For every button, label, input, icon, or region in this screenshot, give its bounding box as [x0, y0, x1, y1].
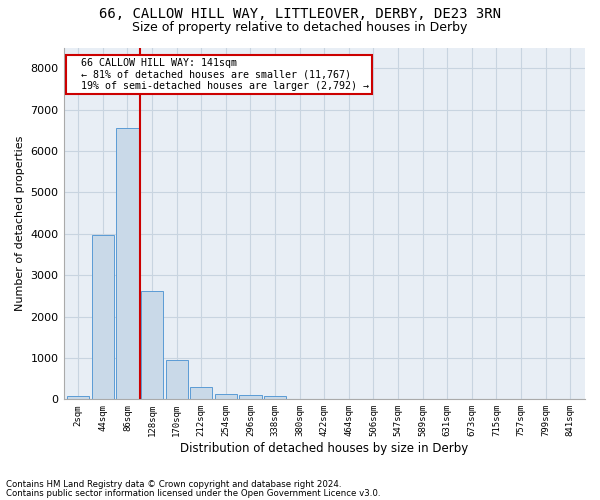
Y-axis label: Number of detached properties: Number of detached properties	[15, 136, 25, 311]
Text: 66, CALLOW HILL WAY, LITTLEOVER, DERBY, DE23 3RN: 66, CALLOW HILL WAY, LITTLEOVER, DERBY, …	[99, 8, 501, 22]
Bar	[215, 394, 237, 400]
Text: Contains HM Land Registry data © Crown copyright and database right 2024.: Contains HM Land Registry data © Crown c…	[6, 480, 341, 489]
Bar	[141, 291, 163, 400]
Text: Contains public sector information licensed under the Open Government Licence v3: Contains public sector information licen…	[6, 489, 380, 498]
Bar	[116, 128, 139, 400]
Bar	[166, 360, 188, 400]
Text: 66 CALLOW HILL WAY: 141sqm
  ← 81% of detached houses are smaller (11,767)
  19%: 66 CALLOW HILL WAY: 141sqm ← 81% of deta…	[69, 58, 369, 92]
Bar	[239, 394, 262, 400]
Bar	[264, 396, 286, 400]
Text: Size of property relative to detached houses in Derby: Size of property relative to detached ho…	[133, 21, 467, 34]
Bar	[190, 386, 212, 400]
Bar	[92, 234, 114, 400]
Bar	[67, 396, 89, 400]
X-axis label: Distribution of detached houses by size in Derby: Distribution of detached houses by size …	[180, 442, 469, 455]
